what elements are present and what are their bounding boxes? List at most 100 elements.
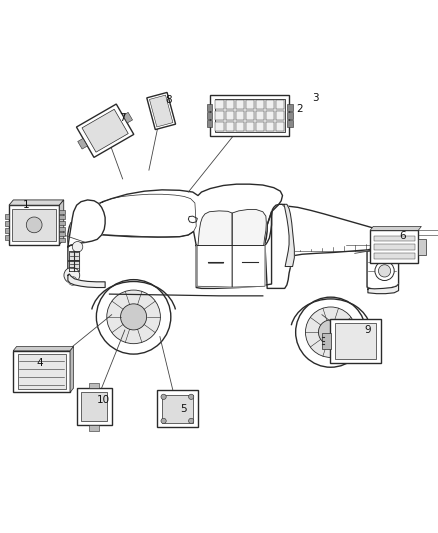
Circle shape: [161, 394, 166, 399]
Polygon shape: [78, 139, 88, 149]
Bar: [162, 394, 193, 423]
Polygon shape: [70, 346, 74, 392]
Bar: [4, 229, 9, 233]
Polygon shape: [123, 112, 133, 123]
Bar: [287, 104, 293, 111]
Text: 2: 2: [297, 104, 304, 114]
Bar: [374, 236, 415, 241]
Bar: [207, 112, 212, 119]
Bar: [226, 100, 234, 109]
Circle shape: [107, 290, 160, 344]
Polygon shape: [197, 246, 232, 287]
Bar: [226, 122, 234, 131]
Bar: [215, 122, 224, 131]
Bar: [207, 104, 212, 111]
Polygon shape: [13, 346, 74, 351]
Bar: [210, 94, 289, 136]
Polygon shape: [265, 204, 399, 288]
Bar: [89, 425, 99, 431]
Bar: [255, 100, 264, 109]
Polygon shape: [147, 92, 176, 130]
Bar: [60, 209, 65, 214]
Bar: [60, 232, 65, 236]
Polygon shape: [9, 200, 64, 205]
Circle shape: [305, 307, 356, 358]
Text: 6: 6: [399, 231, 406, 241]
Bar: [265, 111, 274, 120]
Polygon shape: [69, 251, 79, 271]
Circle shape: [378, 265, 391, 277]
Bar: [321, 333, 332, 349]
Bar: [236, 122, 244, 131]
Bar: [157, 390, 198, 427]
Bar: [265, 100, 274, 109]
Bar: [60, 227, 65, 231]
Bar: [246, 111, 254, 120]
Bar: [374, 253, 415, 259]
Bar: [418, 239, 426, 255]
Polygon shape: [367, 250, 399, 289]
Bar: [287, 112, 293, 119]
Bar: [215, 111, 224, 120]
Text: 8: 8: [165, 95, 172, 105]
Bar: [370, 230, 418, 263]
Bar: [335, 322, 376, 359]
Circle shape: [296, 297, 366, 367]
Bar: [276, 122, 284, 131]
Bar: [287, 120, 293, 127]
Polygon shape: [91, 194, 196, 237]
Bar: [276, 100, 284, 109]
Circle shape: [161, 418, 166, 424]
Text: 7: 7: [119, 112, 126, 123]
Bar: [81, 392, 107, 421]
Bar: [89, 383, 99, 388]
Polygon shape: [196, 212, 272, 288]
Circle shape: [96, 280, 171, 354]
Bar: [236, 111, 244, 120]
Circle shape: [26, 217, 42, 233]
Bar: [276, 111, 284, 120]
Circle shape: [64, 268, 80, 283]
Bar: [215, 99, 285, 132]
Polygon shape: [284, 204, 294, 266]
Circle shape: [68, 277, 77, 285]
Polygon shape: [68, 274, 105, 287]
Bar: [12, 209, 56, 241]
FancyBboxPatch shape: [13, 351, 70, 392]
Bar: [265, 122, 274, 131]
Text: 5: 5: [180, 404, 187, 414]
Bar: [60, 215, 65, 219]
Circle shape: [120, 304, 147, 330]
Circle shape: [72, 241, 83, 252]
Bar: [246, 100, 254, 109]
Polygon shape: [77, 104, 134, 157]
Circle shape: [318, 320, 343, 344]
Text: 10: 10: [96, 395, 110, 405]
Bar: [4, 221, 9, 226]
Text: 1: 1: [23, 200, 30, 210]
Polygon shape: [368, 284, 399, 294]
Text: 3: 3: [312, 93, 319, 103]
Bar: [226, 111, 234, 120]
Text: 9: 9: [364, 325, 371, 335]
Polygon shape: [68, 245, 79, 275]
Bar: [255, 122, 264, 131]
Bar: [4, 236, 9, 240]
Bar: [18, 354, 66, 389]
Polygon shape: [60, 200, 64, 245]
Polygon shape: [149, 95, 173, 127]
Polygon shape: [68, 200, 105, 247]
Bar: [255, 111, 264, 120]
Bar: [207, 120, 212, 127]
FancyBboxPatch shape: [9, 205, 60, 245]
Polygon shape: [370, 227, 421, 230]
Polygon shape: [68, 207, 198, 247]
Bar: [374, 245, 415, 250]
Bar: [215, 100, 224, 109]
Circle shape: [189, 418, 194, 424]
Text: 4: 4: [36, 358, 43, 368]
Bar: [60, 221, 65, 225]
Bar: [60, 238, 65, 242]
Bar: [246, 122, 254, 131]
Polygon shape: [91, 184, 283, 246]
